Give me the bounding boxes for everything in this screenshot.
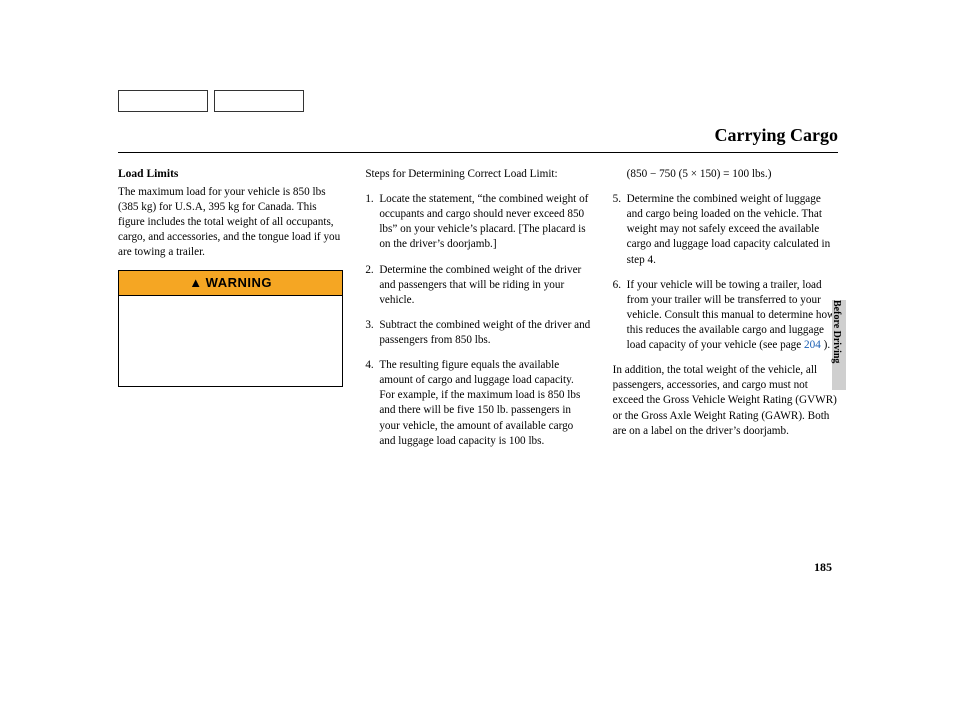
steps-list-cont: Determine the combined weight of luggage… bbox=[613, 192, 838, 353]
page-title: Carrying Cargo bbox=[118, 125, 838, 146]
warning-header: ▲ WARNING bbox=[119, 271, 342, 296]
warning-label: WARNING bbox=[206, 275, 272, 290]
step-5: Determine the combined weight of luggage… bbox=[613, 192, 838, 268]
title-rule bbox=[118, 152, 838, 153]
load-limits-body: The maximum load for your vehicle is 850… bbox=[118, 185, 343, 261]
nav-next-button[interactable] bbox=[214, 90, 304, 112]
steps-intro: Steps for Determining Correct Load Limit… bbox=[365, 167, 590, 182]
warning-triangle-icon: ▲ bbox=[189, 274, 202, 292]
load-limits-heading: Load Limits bbox=[118, 167, 343, 183]
step-2: Determine the combined weight of the dri… bbox=[365, 263, 590, 308]
step-6: If your vehicle will be towing a trailer… bbox=[613, 278, 838, 354]
page-number: 185 bbox=[814, 560, 832, 575]
warning-body bbox=[119, 296, 342, 386]
step-1: Locate the statement, “the combined weig… bbox=[365, 192, 590, 252]
nav-buttons bbox=[118, 90, 304, 112]
column-3: (850 − 750 (5 × 150) = 100 lbs.) Determi… bbox=[613, 167, 838, 459]
addendum-text: In addition, the total weight of the veh… bbox=[613, 363, 838, 439]
page-ref-link[interactable]: 204 bbox=[804, 339, 821, 351]
section-label: Before Driving bbox=[831, 300, 842, 363]
column-2: Steps for Determining Correct Load Limit… bbox=[365, 167, 590, 459]
nav-prev-button[interactable] bbox=[118, 90, 208, 112]
column-1: Load Limits The maximum load for your ve… bbox=[118, 167, 343, 459]
steps-list: Locate the statement, “the combined weig… bbox=[365, 192, 590, 449]
calc-line: (850 − 750 (5 × 150) = 100 lbs.) bbox=[613, 167, 838, 182]
page-content: Carrying Cargo Load Limits The maximum l… bbox=[118, 125, 838, 459]
warning-box: ▲ WARNING bbox=[118, 270, 343, 387]
step-3: Subtract the combined weight of the driv… bbox=[365, 318, 590, 348]
step-4: The resulting figure equals the availabl… bbox=[365, 358, 590, 449]
step-6-text-b: ). bbox=[821, 339, 830, 351]
columns: Load Limits The maximum load for your ve… bbox=[118, 167, 838, 459]
